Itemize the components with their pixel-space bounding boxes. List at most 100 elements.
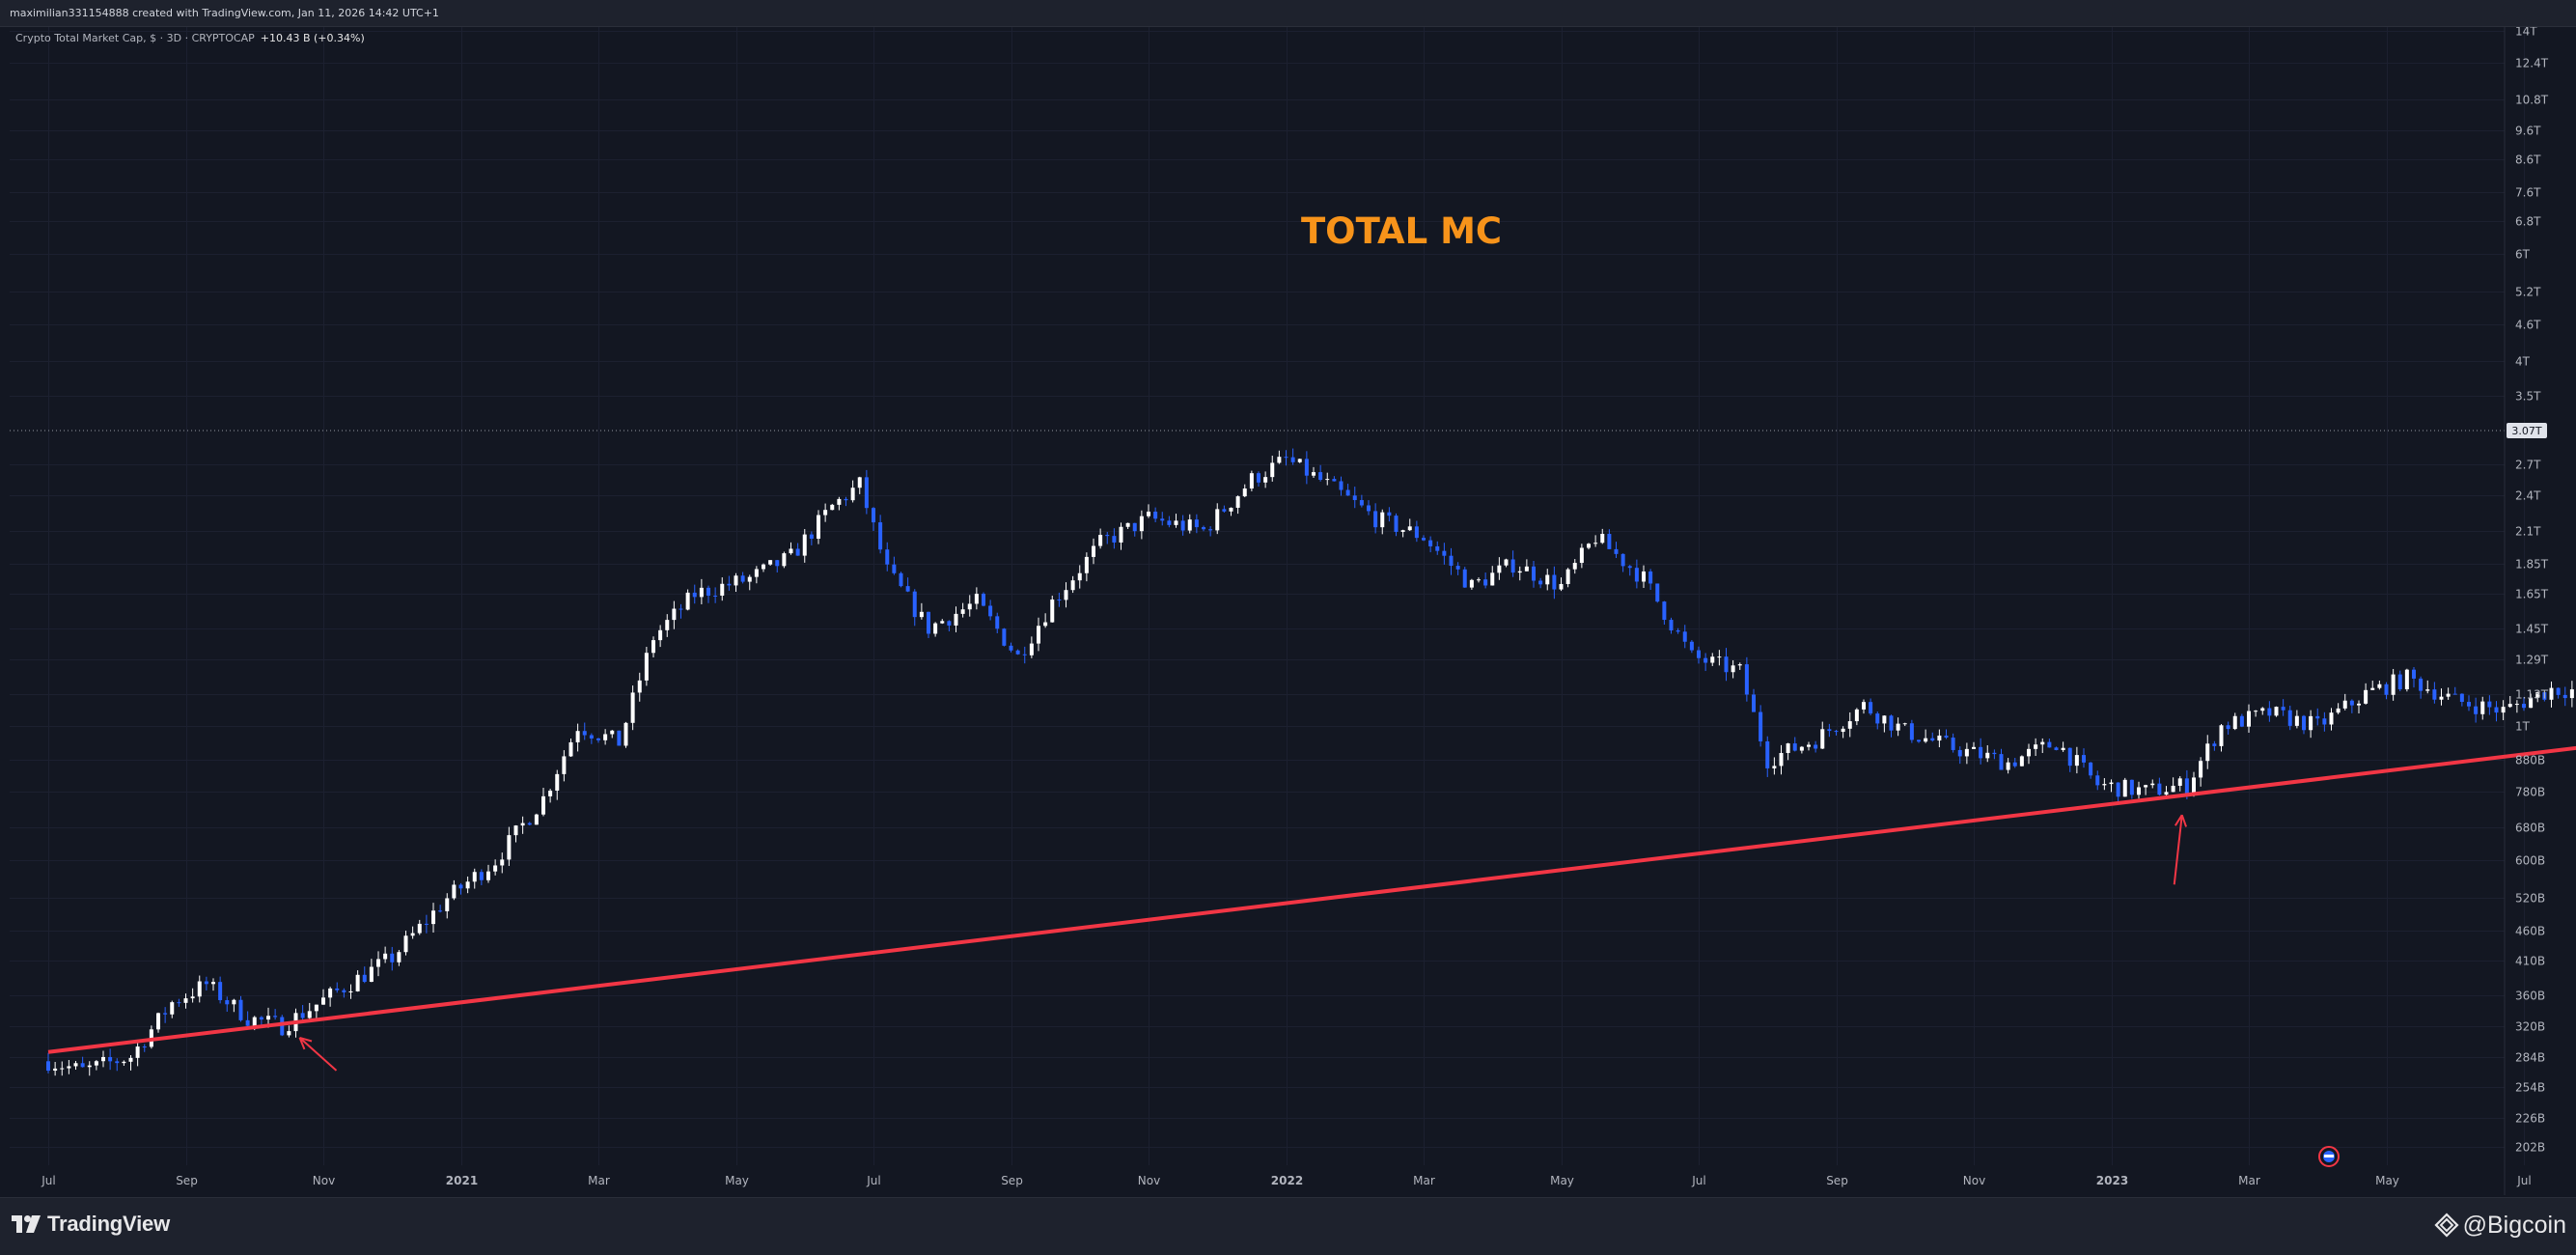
bigcoin-diamond-icon: [2434, 1213, 2459, 1238]
candle-down: [1167, 520, 1172, 525]
support-trendline[interactable]: [47, 457, 2576, 1054]
candle-up: [2501, 707, 2506, 713]
price-tick-label: 1.29T: [2515, 654, 2549, 667]
candle-up: [1710, 656, 1715, 663]
candle-up: [1139, 516, 1144, 532]
candle-down: [2556, 687, 2561, 695]
candle-down: [2287, 710, 2292, 726]
candle-up: [53, 1068, 58, 1072]
candle-up: [465, 881, 470, 889]
candle-up: [2294, 715, 2299, 726]
time-axis[interactable]: Jul Sep Nov 2021 Mar May Jul Sep Nov 2022 Mar May Ju…: [41, 1174, 2576, 1187]
candle-down: [1318, 472, 1323, 481]
candle-up: [1147, 511, 1150, 516]
economic-event-icon[interactable]: [2318, 1146, 2340, 1167]
candle-down: [335, 988, 340, 990]
candle-up: [1263, 477, 1268, 483]
candle-up: [1786, 743, 1790, 754]
price-tick-label: 2.7T: [2515, 459, 2541, 472]
candle-up: [2309, 715, 2313, 731]
support-touch-arrow: [2173, 814, 2188, 885]
candle-down: [1999, 754, 2004, 770]
candle-down: [163, 1013, 168, 1015]
candle-down: [1834, 731, 1839, 733]
candle-down: [912, 591, 917, 618]
candle-up: [919, 611, 924, 618]
candle-down: [1359, 500, 1364, 506]
candle-down: [1944, 735, 1949, 739]
candle-up: [630, 692, 635, 723]
candle-down: [892, 564, 897, 573]
candle-down: [1992, 752, 1997, 755]
candle-up: [410, 933, 415, 936]
candle-down: [1532, 566, 1536, 581]
candle-down: [947, 621, 952, 626]
candle-up: [211, 982, 215, 985]
candle-down: [1752, 694, 1756, 712]
candle-up: [1270, 462, 1275, 478]
candle-down: [108, 1056, 113, 1062]
candle-up: [954, 613, 958, 626]
chart-background: [0, 0, 2576, 1197]
candle-up: [397, 952, 402, 962]
candle-up: [1896, 723, 1900, 731]
candle-up: [1469, 579, 1474, 588]
price-axis[interactable]: 14T 12.4T 10.8T 9.6T 8.6T 7.6T 6.8T 6T 5.2T 4.6T 4…: [2515, 25, 2549, 1155]
candle-down: [1455, 566, 1460, 570]
candle-down: [225, 1000, 230, 1005]
candle-down: [1627, 566, 1632, 569]
drawing-overlays: [47, 457, 2576, 1072]
candle-up: [1477, 579, 1481, 581]
candle-down: [1339, 481, 1343, 490]
time-tick-label: May: [725, 1174, 749, 1187]
candle-down: [872, 508, 875, 523]
candle-up: [2027, 748, 2031, 757]
tradingview-logo[interactable]: TradingView: [12, 1212, 170, 1237]
candle-up: [321, 997, 325, 1005]
candle-up: [507, 835, 512, 860]
candle-up: [1559, 583, 1564, 590]
candle-down: [2089, 762, 2093, 776]
candle-up: [603, 734, 608, 740]
candle-up: [1737, 664, 1742, 666]
candle-down: [438, 910, 443, 912]
candle-down: [1015, 650, 1020, 655]
candle-down: [899, 572, 903, 587]
candle-up: [1524, 566, 1529, 572]
candle-up: [197, 981, 202, 997]
candle-down: [1449, 555, 1454, 567]
candle-up: [1037, 626, 1040, 644]
candle-up: [734, 575, 738, 586]
candle-down: [342, 990, 346, 992]
price-tick-label: 5.2T: [2515, 286, 2541, 299]
candle-down: [1689, 641, 1694, 651]
candle-up: [383, 953, 388, 960]
price-tick-label: 1.13T: [2515, 688, 2549, 702]
candle-up: [1092, 545, 1095, 557]
price-tick-label: 254B: [2515, 1081, 2545, 1095]
candle-down: [280, 1017, 285, 1036]
symbol-legend[interactable]: Crypto Total Market Cap, $ · 3D · CRYPTO…: [15, 32, 365, 44]
candle-up: [2034, 744, 2038, 749]
candle-up: [2439, 696, 2444, 700]
candle-down: [2082, 755, 2086, 763]
candle-up: [2377, 683, 2382, 688]
time-tick-label: Mar: [1413, 1174, 1435, 1187]
candle-down: [2562, 694, 2567, 699]
candle-down: [2419, 678, 2424, 691]
candle-down: [864, 477, 869, 509]
price-chart[interactable]: 14T 12.4T 10.8T 9.6T 8.6T 7.6T 6.8T 6T 5.2T 4.6T 4…: [0, 0, 2576, 1197]
candle-up: [1807, 744, 1811, 747]
price-tick-label: 9.6T: [2515, 125, 2541, 138]
candle-up: [555, 773, 560, 791]
candle-down: [362, 974, 367, 983]
candle-down: [1682, 631, 1687, 642]
candle-down: [2054, 747, 2059, 750]
candle-down: [1442, 550, 1447, 556]
candle-down: [713, 596, 718, 598]
candle-down: [1153, 511, 1158, 519]
price-tick-label: 1.65T: [2515, 588, 2549, 601]
price-tick-label: 460B: [2515, 925, 2545, 938]
candle-down: [1180, 520, 1185, 531]
price-tick-label: 7.6T: [2515, 186, 2541, 200]
